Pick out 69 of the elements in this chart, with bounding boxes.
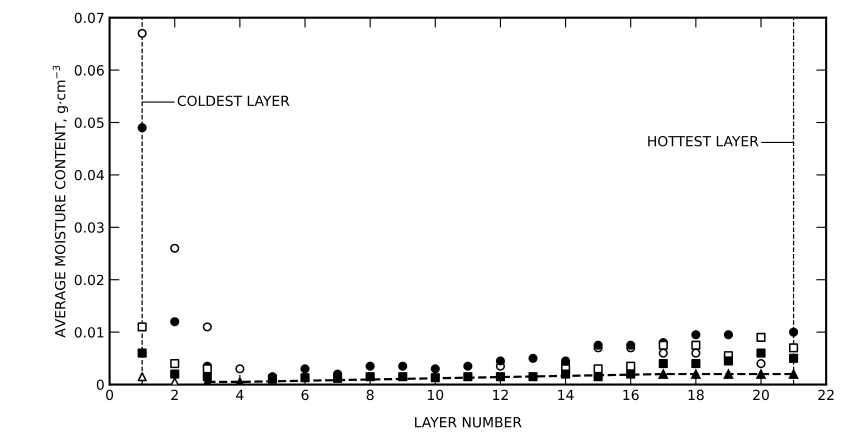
x-tick-label: 18 (688, 390, 704, 400)
point (626, 362, 636, 371)
point (398, 372, 408, 382)
y-tick-label: 0.01 (74, 327, 104, 338)
point (691, 330, 700, 340)
y-tick-label: 0.06 (74, 65, 104, 76)
point (138, 28, 147, 38)
point (561, 356, 570, 366)
point (300, 364, 310, 374)
point (202, 364, 212, 374)
x-tick-label: 10 (428, 390, 444, 400)
point (658, 369, 668, 379)
y-tick-label: 0.07 (74, 12, 104, 24)
point (138, 372, 147, 382)
point (138, 322, 147, 332)
point (690, 369, 701, 379)
ref-line-label: HOTTEST LAYER (648, 136, 758, 146)
x-tick-label: 4 (236, 390, 244, 400)
y-tick-label: 0.03 (74, 222, 104, 233)
point (626, 340, 636, 350)
point (496, 356, 506, 366)
y-axis-title: AVERAGE MOISTURE CONTENT, g·cm$^{−3}$ (52, 66, 68, 338)
point (138, 348, 147, 358)
y-tick-label: 0 (96, 380, 104, 390)
point (138, 123, 147, 132)
x-tick-label: 20 (753, 390, 769, 400)
point (170, 244, 180, 253)
point (202, 322, 212, 332)
point (756, 359, 766, 368)
point (235, 364, 244, 374)
point (789, 343, 798, 352)
x-tick-label: 14 (558, 390, 574, 400)
point (333, 374, 342, 383)
point (756, 348, 766, 358)
point (691, 359, 700, 368)
point (170, 317, 180, 326)
ref-line-label: COLDEST LAYER (178, 96, 290, 106)
x-axis-title: LAYER NUMBER (415, 417, 522, 428)
x-tick-label: 8 (366, 390, 374, 400)
point (724, 330, 733, 340)
point (658, 340, 668, 350)
point (170, 369, 180, 379)
point (398, 362, 408, 371)
point (756, 332, 766, 342)
point (463, 362, 472, 371)
point (789, 328, 798, 337)
y-tick-label: 0.02 (74, 274, 104, 286)
point (724, 356, 733, 366)
point (789, 354, 798, 363)
point (170, 359, 180, 368)
point (430, 364, 440, 374)
point (756, 369, 766, 379)
point (691, 348, 700, 358)
point (594, 340, 603, 350)
point (528, 354, 538, 363)
point (658, 348, 668, 358)
x-tick-label: 2 (171, 390, 178, 400)
point (691, 340, 700, 350)
x-tick-label: 0 (106, 390, 114, 400)
point (788, 369, 798, 379)
point (658, 359, 668, 368)
point (724, 369, 734, 379)
x-tick-label: 6 (302, 390, 309, 400)
x-tick-label: 12 (493, 390, 508, 400)
x-tick-label: 16 (623, 390, 639, 400)
point (366, 362, 375, 371)
y-tick-label: 0.04 (74, 170, 104, 180)
x-tick-label: 22 (818, 390, 834, 400)
y-tick-label: 0.05 (74, 117, 104, 128)
